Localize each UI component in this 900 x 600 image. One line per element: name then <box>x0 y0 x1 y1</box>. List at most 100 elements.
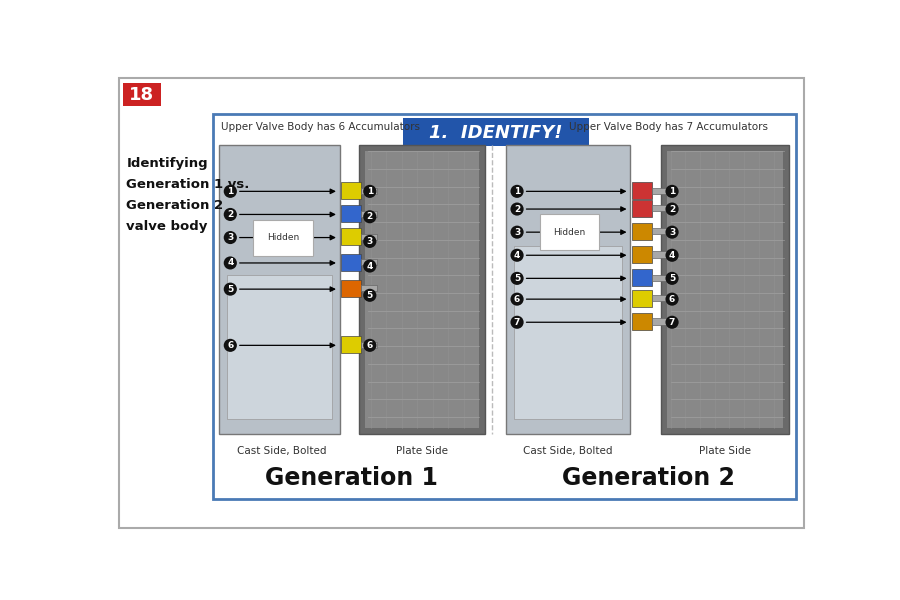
Circle shape <box>224 231 237 244</box>
Text: 3: 3 <box>514 227 520 236</box>
Bar <box>652 319 668 325</box>
Text: Hidden: Hidden <box>266 233 299 242</box>
Bar <box>662 145 789 434</box>
Bar <box>632 290 652 307</box>
Text: 4: 4 <box>514 251 520 260</box>
Circle shape <box>224 208 237 221</box>
Text: 4: 4 <box>366 262 373 271</box>
Circle shape <box>224 339 237 352</box>
Text: 4: 4 <box>227 259 233 268</box>
Text: 5: 5 <box>366 291 373 300</box>
Text: Cast Side, Bolted: Cast Side, Bolted <box>237 446 326 456</box>
Text: 4: 4 <box>669 251 675 260</box>
Text: 1.  IDENTIFY!: 1. IDENTIFY! <box>429 124 562 142</box>
Circle shape <box>665 226 679 239</box>
Bar <box>123 83 160 106</box>
Bar <box>361 187 377 194</box>
Text: 3: 3 <box>669 227 675 236</box>
Bar <box>506 145 630 434</box>
Text: Hidden: Hidden <box>554 227 586 236</box>
Text: Plate Side: Plate Side <box>397 446 448 456</box>
Text: 6: 6 <box>227 341 233 350</box>
Circle shape <box>665 249 679 262</box>
Bar <box>652 205 668 211</box>
Bar <box>632 313 652 330</box>
Text: Upper Valve Body has 7 Accumulators: Upper Valve Body has 7 Accumulators <box>570 122 769 133</box>
Circle shape <box>224 185 237 198</box>
Text: 6: 6 <box>366 341 373 350</box>
Bar <box>652 295 668 301</box>
Bar <box>668 151 783 428</box>
Bar <box>632 246 652 263</box>
Bar <box>632 200 652 217</box>
Bar <box>341 280 361 297</box>
Circle shape <box>665 185 679 198</box>
Text: 7: 7 <box>514 318 520 327</box>
Text: 3: 3 <box>227 233 233 242</box>
Text: Upper Valve Body has 6 Accumulators: Upper Valve Body has 6 Accumulators <box>220 122 419 133</box>
Text: 2: 2 <box>514 205 520 214</box>
Text: 1: 1 <box>514 187 520 196</box>
Text: Identifying
Generation 1 vs.
Generation 2
valve body: Identifying Generation 1 vs. Generation … <box>126 157 250 233</box>
Bar <box>359 145 485 434</box>
Circle shape <box>510 272 524 285</box>
Circle shape <box>510 293 524 305</box>
Text: 5: 5 <box>227 284 233 293</box>
Circle shape <box>665 293 679 305</box>
Text: 2: 2 <box>669 205 675 214</box>
Bar <box>361 341 377 347</box>
Bar <box>361 285 377 292</box>
Text: 2: 2 <box>227 210 233 219</box>
Text: Generation 2: Generation 2 <box>562 466 734 490</box>
Circle shape <box>224 256 237 269</box>
Circle shape <box>665 203 679 215</box>
Text: 6: 6 <box>514 295 520 304</box>
Text: 1: 1 <box>366 187 373 196</box>
Text: 2: 2 <box>366 212 373 221</box>
Text: 5: 5 <box>669 274 675 283</box>
Bar <box>361 234 377 240</box>
Text: 3: 3 <box>366 237 373 246</box>
Circle shape <box>364 289 376 302</box>
Circle shape <box>364 210 376 223</box>
Bar <box>341 229 361 245</box>
Bar <box>341 182 361 199</box>
Text: 18: 18 <box>130 86 155 104</box>
Circle shape <box>510 226 524 239</box>
Bar <box>227 275 332 419</box>
Bar <box>361 211 377 217</box>
Bar <box>652 187 668 194</box>
Bar <box>632 182 652 199</box>
Circle shape <box>510 249 524 262</box>
Circle shape <box>510 316 524 329</box>
Circle shape <box>224 283 237 296</box>
Text: 1: 1 <box>669 187 675 196</box>
Circle shape <box>364 185 376 198</box>
Text: 1: 1 <box>227 187 233 196</box>
Bar <box>341 336 361 353</box>
Text: 6: 6 <box>669 295 675 304</box>
Text: Plate Side: Plate Side <box>698 446 751 456</box>
Text: 7: 7 <box>669 318 675 327</box>
Bar <box>514 246 623 419</box>
Text: 5: 5 <box>514 274 520 283</box>
Bar <box>632 223 652 240</box>
Bar <box>361 259 377 265</box>
Bar <box>652 275 668 281</box>
Bar <box>403 118 590 146</box>
Circle shape <box>364 339 376 352</box>
Bar <box>220 145 339 434</box>
Bar <box>213 115 796 499</box>
Bar <box>341 254 361 271</box>
Bar <box>632 269 652 286</box>
Circle shape <box>364 235 376 248</box>
Bar <box>341 205 361 222</box>
Bar <box>365 151 479 428</box>
Circle shape <box>665 316 679 329</box>
Text: Generation 1: Generation 1 <box>265 466 437 490</box>
Bar <box>652 229 668 235</box>
Circle shape <box>510 203 524 215</box>
Text: Cast Side, Bolted: Cast Side, Bolted <box>524 446 613 456</box>
Circle shape <box>665 272 679 285</box>
Circle shape <box>364 259 376 272</box>
